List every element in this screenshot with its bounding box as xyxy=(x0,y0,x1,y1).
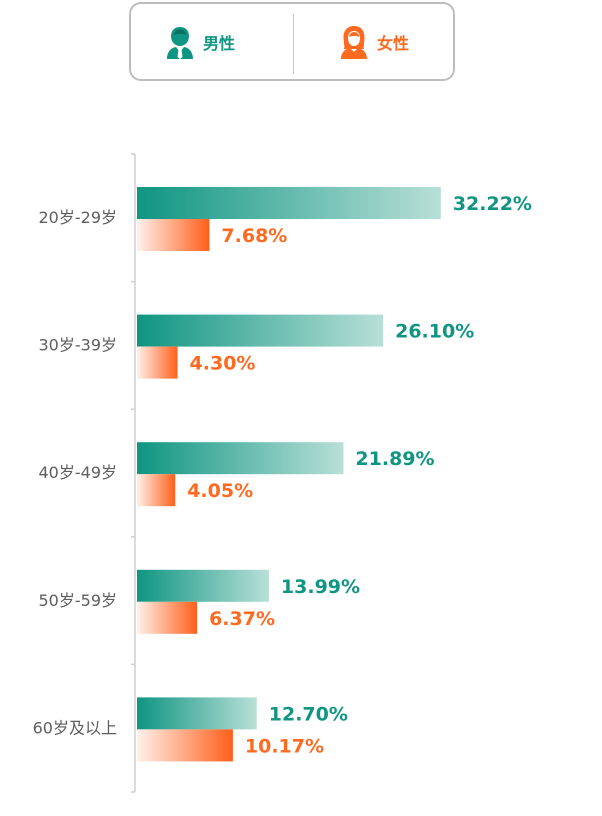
age-gender-bar-chart: 20岁-29岁 32.22% 7.68% 30岁-39岁 26.10% 4.30% 40岁-… xyxy=(33,153,532,793)
data-label-male: 32.22% xyxy=(453,193,532,215)
bar-female xyxy=(137,729,233,762)
data-label-male: 12.70% xyxy=(269,703,348,725)
legend: 男性 女性 xyxy=(129,2,455,81)
data-label-male: 13.99% xyxy=(281,576,360,598)
data-label-female: 10.17% xyxy=(245,735,324,757)
bar-male xyxy=(137,569,269,602)
female-user-icon xyxy=(341,26,367,59)
legend-item-male[interactable]: 男性 xyxy=(165,24,235,60)
bar-male xyxy=(137,442,344,475)
y-tick-label: 40岁-49岁 xyxy=(39,463,118,482)
data-label-female: 6.37% xyxy=(209,608,275,630)
bar-male xyxy=(137,187,441,219)
bar-male xyxy=(137,314,384,347)
legend-divider xyxy=(293,14,294,74)
bar-female xyxy=(137,474,176,507)
data-label-female: 4.05% xyxy=(187,480,253,502)
data-label-female: 4.30% xyxy=(190,353,256,375)
bar-female xyxy=(137,219,210,251)
legend-label-male: 男性 xyxy=(203,34,236,53)
data-label-male: 21.89% xyxy=(355,448,434,470)
bar-female xyxy=(137,346,178,379)
data-label-male: 26.10% xyxy=(395,321,474,343)
bar-male xyxy=(137,697,257,730)
y-tick-label: 50岁-59岁 xyxy=(39,591,118,610)
bar-female xyxy=(137,601,198,634)
data-label-female: 7.68% xyxy=(221,225,287,247)
y-tick-label: 30岁-39岁 xyxy=(39,336,118,355)
male-user-icon xyxy=(167,27,193,59)
y-tick-label: 60岁及以上 xyxy=(33,718,117,737)
legend-label-female: 女性 xyxy=(377,34,410,53)
legend-item-female[interactable]: 女性 xyxy=(339,24,409,60)
y-tick-label: 20岁-29岁 xyxy=(39,208,118,227)
